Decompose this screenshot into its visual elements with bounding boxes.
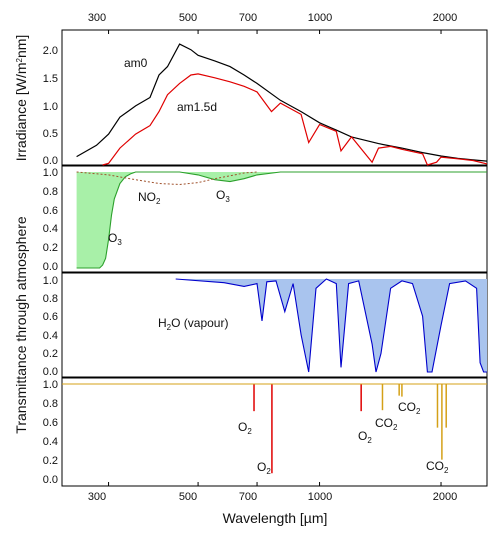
y1-tick-4: 2.0 bbox=[43, 45, 58, 57]
y4-tick-3: 0.6 bbox=[43, 417, 58, 429]
y1-tick-1: 0.5 bbox=[43, 128, 58, 140]
label-o3-visible: O3 bbox=[216, 188, 230, 204]
top-tick-2000: 2000 bbox=[433, 12, 457, 24]
y1-tick-3: 1.5 bbox=[43, 73, 58, 85]
y4-tick-0: 0.0 bbox=[43, 474, 58, 486]
series-line-am0 bbox=[76, 43, 488, 162]
y4-tick-1: 0.2 bbox=[43, 455, 58, 467]
y2-tick-0: 0.0 bbox=[43, 261, 58, 273]
series-line-am15d bbox=[102, 73, 488, 166]
y3-tick-1: 0.2 bbox=[43, 348, 58, 360]
panel-ozone-frame bbox=[61, 165, 488, 273]
top-tick-500: 500 bbox=[179, 12, 197, 24]
x-axis-title: Wavelength [µm] bbox=[223, 510, 328, 526]
x-tick-700: 700 bbox=[239, 491, 257, 503]
series-h2o-fill bbox=[175, 279, 487, 372]
label-am15d: am1.5d bbox=[177, 100, 217, 114]
label-o3-uv: O3 bbox=[108, 231, 122, 247]
series-no2-line bbox=[76, 171, 258, 186]
label-am0: am0 bbox=[124, 56, 148, 70]
x-tick-500: 500 bbox=[179, 491, 197, 503]
top-tick-300: 300 bbox=[88, 12, 106, 24]
y2-tick-4: 0.8 bbox=[43, 186, 58, 198]
series-h2o-line bbox=[175, 278, 487, 373]
panel-irradiance-frame bbox=[61, 29, 488, 166]
y3-tick-0: 0.0 bbox=[43, 366, 58, 378]
label-o2-3: O2 bbox=[358, 429, 372, 445]
series-o3-fill bbox=[76, 172, 487, 268]
y1-tick-2: 1.0 bbox=[43, 101, 58, 113]
x-tick-1000: 1000 bbox=[308, 491, 332, 503]
top-tick-700: 700 bbox=[239, 12, 257, 24]
y3-tick-4: 0.8 bbox=[43, 293, 58, 305]
y3-tick-5: 1.0 bbox=[43, 275, 58, 287]
y4-tick-4: 0.8 bbox=[43, 398, 58, 410]
y2-tick-3: 0.6 bbox=[43, 205, 58, 217]
x-tick-2000: 2000 bbox=[433, 491, 457, 503]
y2-tick-1: 0.2 bbox=[43, 242, 58, 254]
y4-tick-2: 0.4 bbox=[43, 436, 58, 448]
y2-tick-2: 0.4 bbox=[43, 223, 58, 235]
x-tick-300: 300 bbox=[88, 491, 106, 503]
top-tick-1000: 1000 bbox=[308, 12, 332, 24]
label-h2o: H2O (vapour) bbox=[158, 316, 228, 332]
y1-tick-0: 0.0 bbox=[43, 155, 58, 167]
y2-tick-5: 1.0 bbox=[43, 167, 58, 179]
label-co2-1: CO2 bbox=[375, 416, 398, 432]
y4-tick-5: 1.0 bbox=[43, 379, 58, 391]
label-no2: NO2 bbox=[138, 190, 161, 206]
y-axis-title-transmittance: Transmittance through atmosphere bbox=[13, 216, 29, 434]
series-o3-line bbox=[76, 171, 487, 269]
label-o2-2: O2 bbox=[257, 460, 271, 476]
label-co2-2: CO2 bbox=[398, 400, 421, 416]
label-co2-3: CO2 bbox=[426, 459, 449, 475]
label-o2-1: O2 bbox=[238, 420, 252, 436]
y3-tick-2: 0.4 bbox=[43, 330, 58, 342]
y3-tick-3: 0.6 bbox=[43, 311, 58, 323]
y-axis-title-irradiance: Irradiance [W/m2nm] bbox=[13, 35, 29, 162]
panel-o2co2-frame bbox=[61, 377, 488, 487]
